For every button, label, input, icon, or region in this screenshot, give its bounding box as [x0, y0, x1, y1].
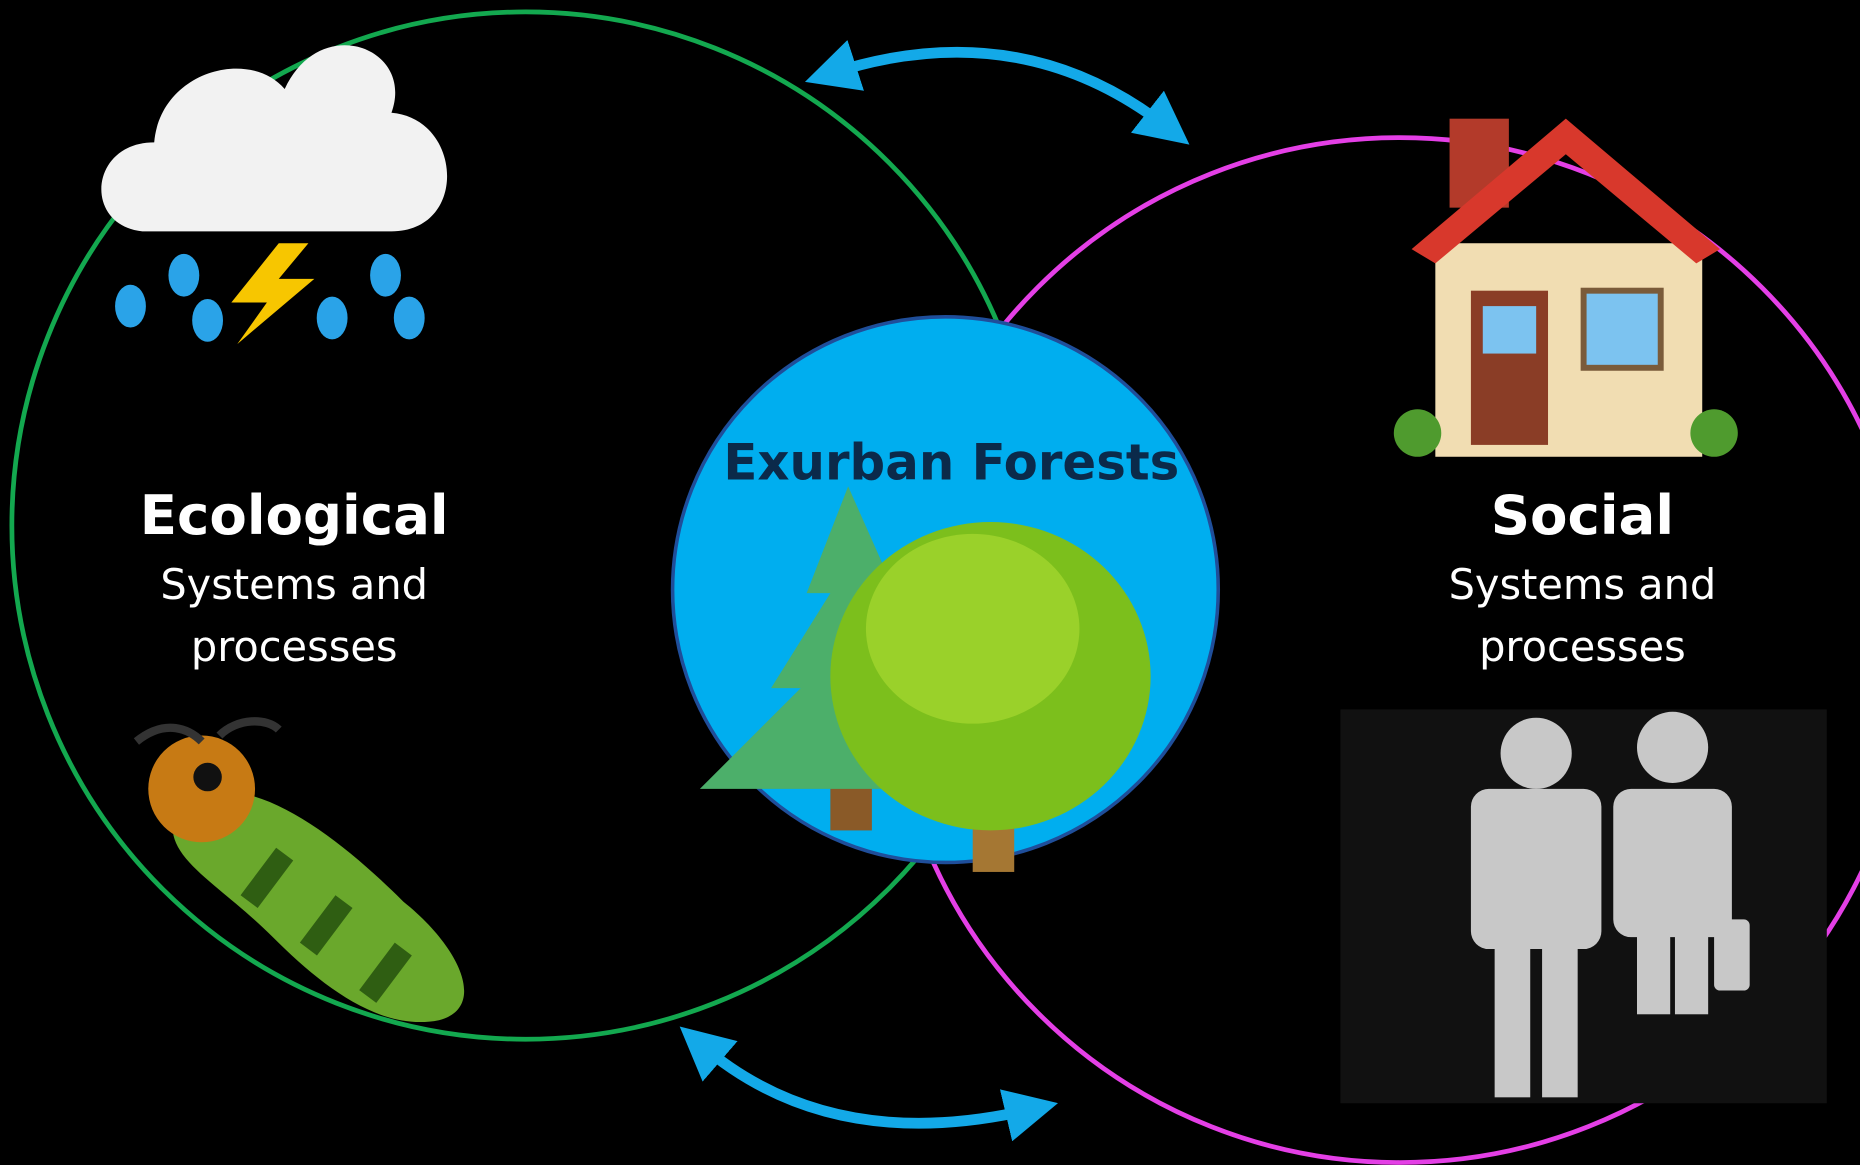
social-line: processes	[1479, 622, 1686, 671]
ecological-line: processes	[191, 622, 398, 671]
ecological-line: Systems and	[160, 560, 428, 609]
social-line: Systems and	[1449, 560, 1717, 609]
diagram: Ecological Systems and processes Social …	[0, 0, 1860, 1165]
ecological-title: Ecological	[140, 483, 449, 547]
center-title: Exurban Forests	[723, 433, 1179, 491]
social-title: Social	[1491, 483, 1674, 547]
people-icon	[1340, 709, 1826, 1103]
